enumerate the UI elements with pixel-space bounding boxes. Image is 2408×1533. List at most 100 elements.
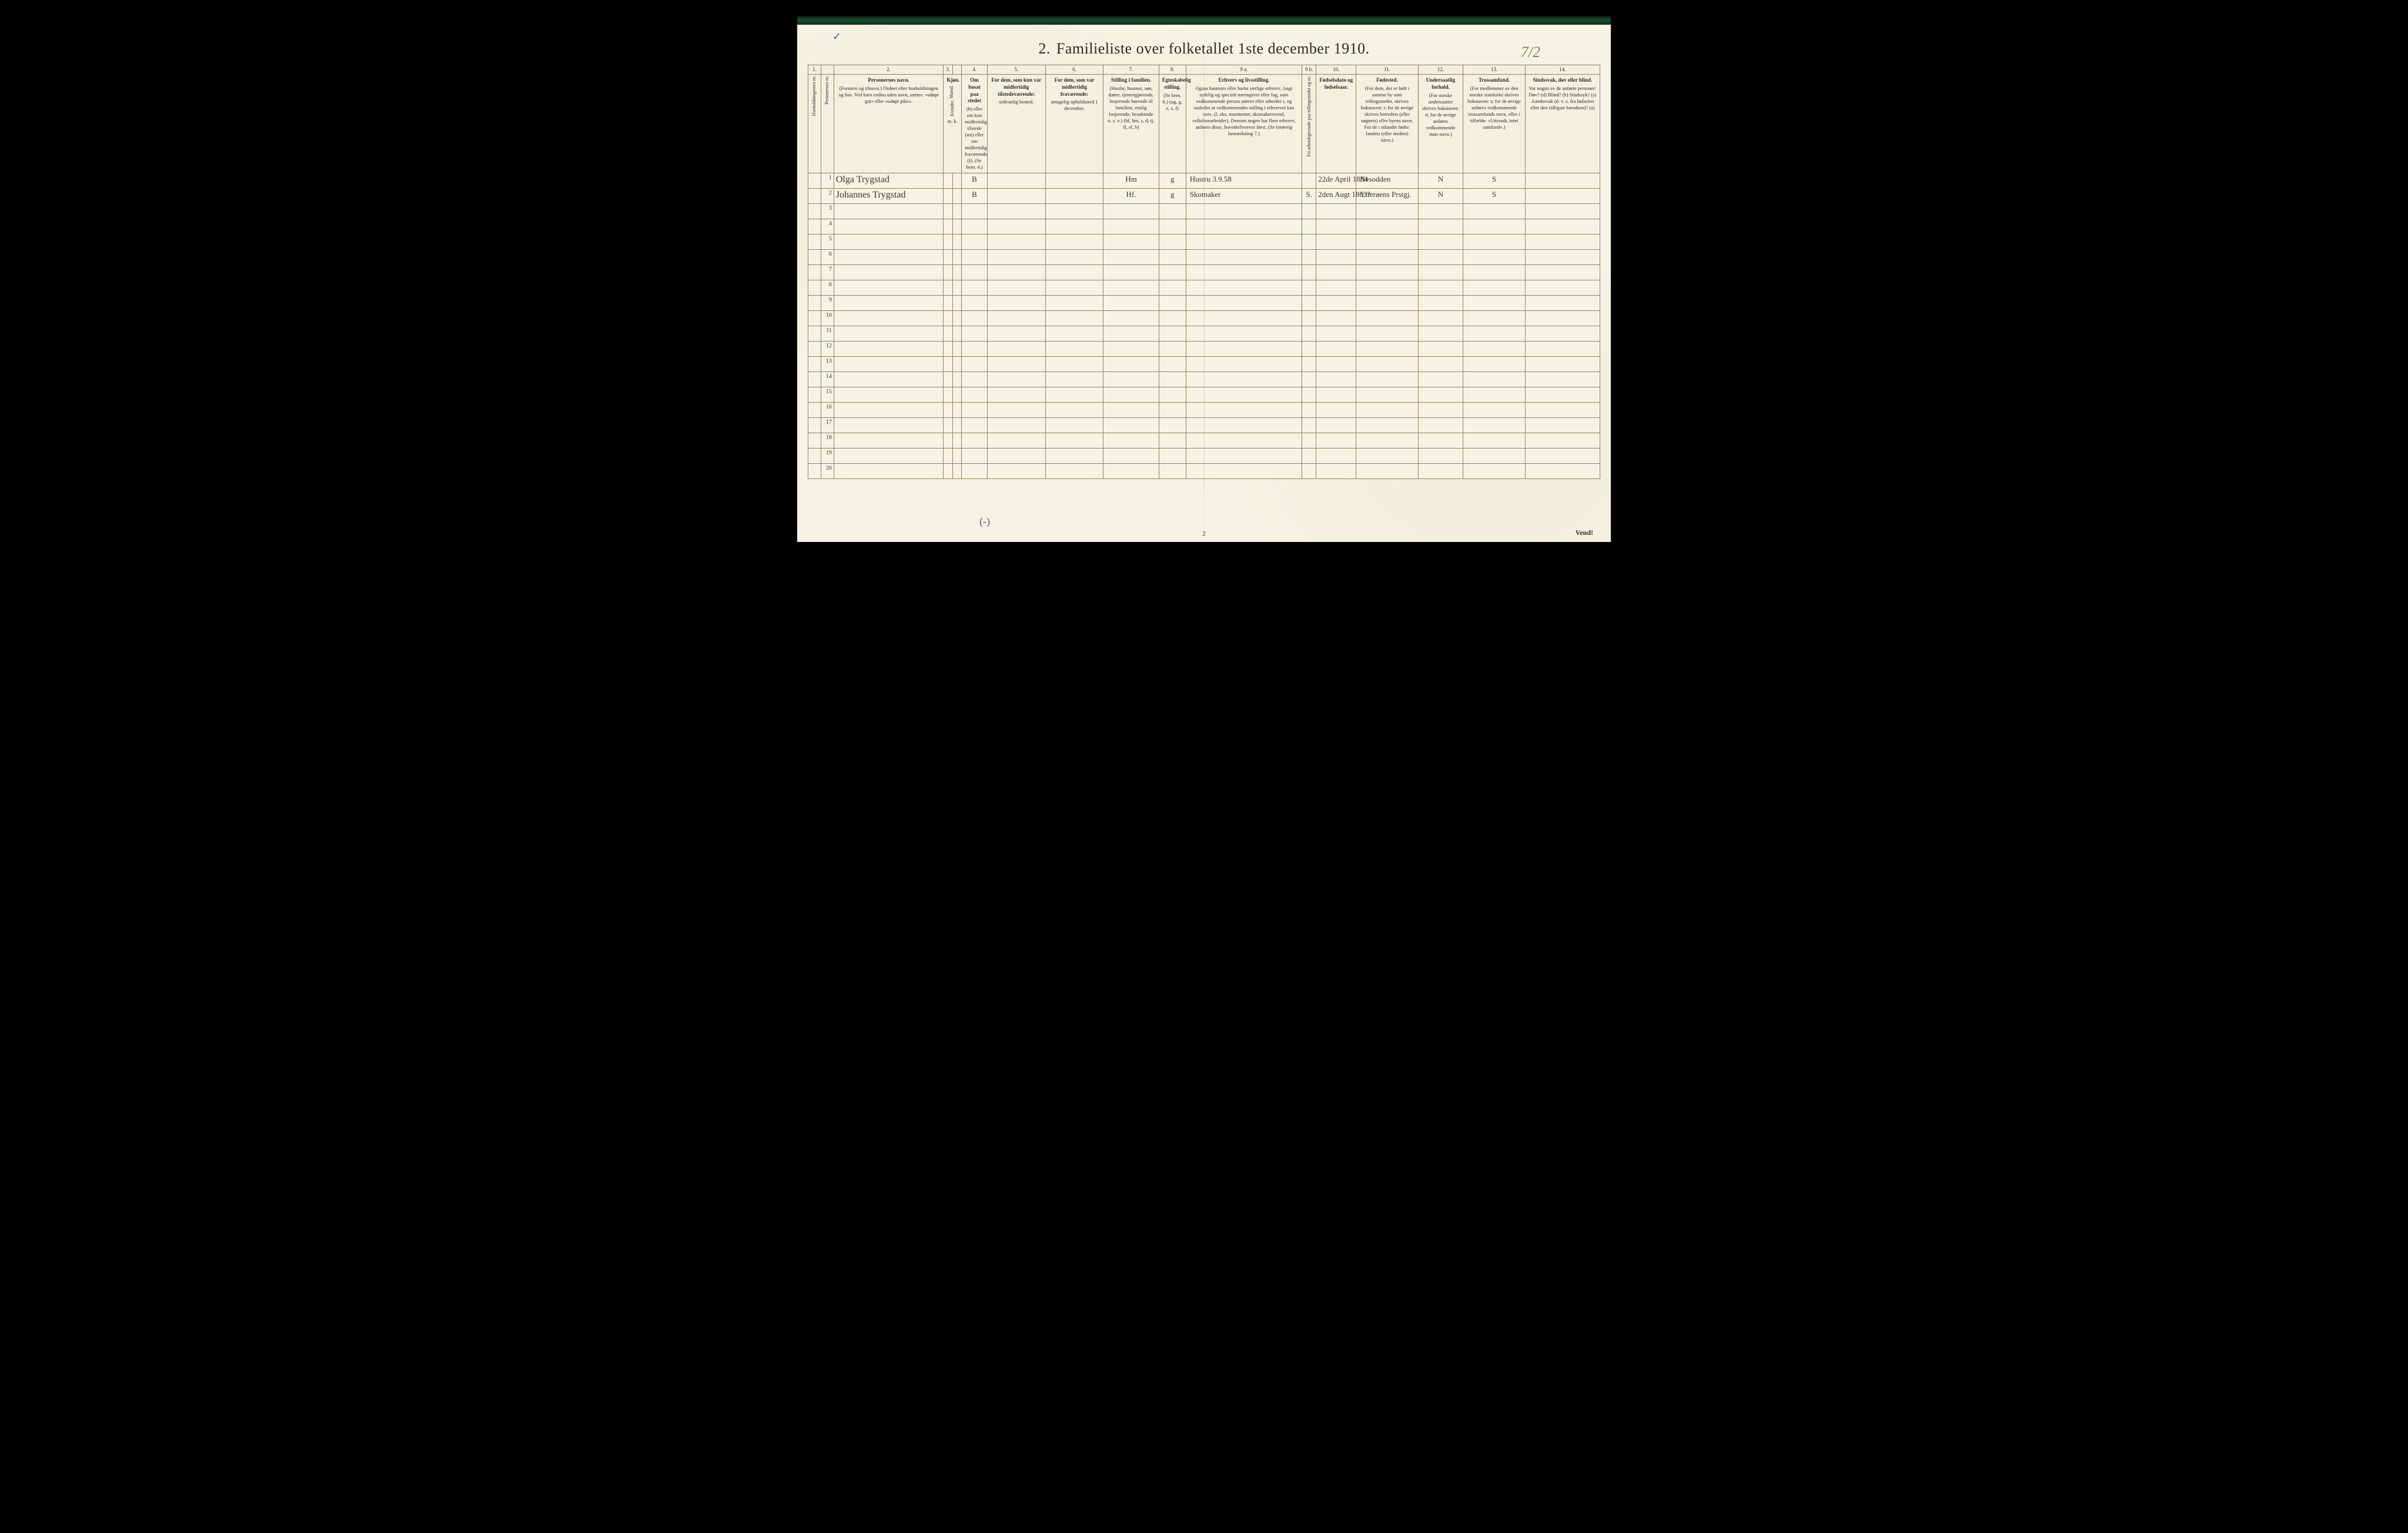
cell-person-nr: 20 bbox=[821, 464, 834, 479]
cell-name bbox=[834, 311, 943, 326]
cell-marital bbox=[1159, 235, 1186, 250]
cell-bdate bbox=[1316, 433, 1356, 448]
cell-self: S. bbox=[1302, 189, 1316, 204]
cell-m bbox=[944, 311, 952, 326]
cell-rel bbox=[1463, 265, 1525, 280]
cell-dis bbox=[1525, 265, 1600, 280]
cell-occ bbox=[1186, 235, 1302, 250]
cell-m bbox=[944, 296, 952, 311]
cell-fampos bbox=[1103, 250, 1159, 265]
cell-rel bbox=[1463, 342, 1525, 357]
cell-dis bbox=[1525, 219, 1600, 235]
cell-cit bbox=[1418, 372, 1463, 387]
cell-present: B bbox=[962, 189, 988, 204]
cell-rel bbox=[1463, 433, 1525, 448]
cell-bdate: 22de April 1884 bbox=[1316, 173, 1356, 189]
cell-temp2 bbox=[1045, 464, 1103, 479]
cell-bplace bbox=[1356, 265, 1418, 280]
cell-dis bbox=[1525, 418, 1600, 433]
cell-occ bbox=[1186, 403, 1302, 418]
cell-occ bbox=[1186, 296, 1302, 311]
column-number-cell: 11. bbox=[1356, 65, 1418, 75]
cell-m bbox=[944, 326, 952, 342]
cell-temp2 bbox=[1045, 265, 1103, 280]
cell-temp2 bbox=[1045, 296, 1103, 311]
cell-present bbox=[962, 387, 988, 403]
cell-person-nr: 10 bbox=[821, 311, 834, 326]
cell-temp1 bbox=[987, 464, 1045, 479]
cell-person-nr: 2 bbox=[821, 189, 834, 204]
cell-name: Olga Trygstad bbox=[834, 173, 943, 189]
bottom-padding bbox=[808, 479, 1600, 503]
column-number-cell: 8. bbox=[1159, 65, 1186, 75]
cell-rel bbox=[1463, 357, 1525, 372]
cell-bdate bbox=[1316, 403, 1356, 418]
cell-self bbox=[1302, 357, 1316, 372]
cell-fampos bbox=[1103, 433, 1159, 448]
cell-present bbox=[962, 418, 988, 433]
cell-k bbox=[952, 326, 961, 342]
cell-person-nr: 1 bbox=[821, 173, 834, 189]
cell-rel bbox=[1463, 235, 1525, 250]
cell-cit bbox=[1418, 311, 1463, 326]
cell-dis bbox=[1525, 173, 1600, 189]
cell-household bbox=[808, 280, 821, 296]
cell-household bbox=[808, 235, 821, 250]
cell-dis bbox=[1525, 372, 1600, 387]
column-number-cell bbox=[952, 65, 961, 75]
cell-name: Johannes Trygstad bbox=[834, 189, 943, 204]
cell-fampos bbox=[1103, 357, 1159, 372]
cell-temp1 bbox=[987, 448, 1045, 464]
cell-present bbox=[962, 433, 988, 448]
cell-bdate bbox=[1316, 204, 1356, 219]
cell-self bbox=[1302, 387, 1316, 403]
cell-self bbox=[1302, 464, 1316, 479]
cell-bdate bbox=[1316, 326, 1356, 342]
col-person-nr: Personernes nr. bbox=[821, 75, 834, 173]
edge-tick-mark: ✓ bbox=[832, 31, 841, 43]
cell-m bbox=[944, 235, 952, 250]
cell-present bbox=[962, 357, 988, 372]
cell-temp2 bbox=[1045, 280, 1103, 296]
column-number-cell: 2. bbox=[834, 65, 943, 75]
cell-present bbox=[962, 219, 988, 235]
cell-m bbox=[944, 433, 952, 448]
cell-name bbox=[834, 280, 943, 296]
cell-self bbox=[1302, 372, 1316, 387]
cell-occ: Hustru 3.9.58 bbox=[1186, 173, 1302, 189]
cell-occ bbox=[1186, 326, 1302, 342]
cell-dis bbox=[1525, 357, 1600, 372]
cell-self bbox=[1302, 311, 1316, 326]
cell-marital bbox=[1159, 433, 1186, 448]
cell-marital bbox=[1159, 311, 1186, 326]
cell-occ bbox=[1186, 464, 1302, 479]
cell-name bbox=[834, 326, 943, 342]
cell-occ bbox=[1186, 448, 1302, 464]
cell-fampos bbox=[1103, 219, 1159, 235]
cell-present: B bbox=[962, 173, 988, 189]
cell-temp1 bbox=[987, 296, 1045, 311]
cell-temp2 bbox=[1045, 433, 1103, 448]
cell-name bbox=[834, 342, 943, 357]
cell-fampos: Hf. bbox=[1103, 189, 1159, 204]
cell-bdate bbox=[1316, 418, 1356, 433]
cell-marital bbox=[1159, 357, 1186, 372]
cell-name bbox=[834, 372, 943, 387]
cell-m bbox=[944, 372, 952, 387]
cell-dis bbox=[1525, 204, 1600, 219]
cell-k bbox=[952, 296, 961, 311]
cell-m bbox=[944, 418, 952, 433]
cell-present bbox=[962, 311, 988, 326]
cell-temp2 bbox=[1045, 403, 1103, 418]
cell-dis bbox=[1525, 250, 1600, 265]
cell-rel bbox=[1463, 403, 1525, 418]
cell-person-nr: 14 bbox=[821, 372, 834, 387]
cell-m bbox=[944, 173, 952, 189]
cell-occ bbox=[1186, 433, 1302, 448]
cell-cit bbox=[1418, 387, 1463, 403]
cell-fampos bbox=[1103, 296, 1159, 311]
cell-m bbox=[944, 250, 952, 265]
cell-rel bbox=[1463, 219, 1525, 235]
table-row: 9 bbox=[808, 296, 1600, 311]
cell-k bbox=[952, 311, 961, 326]
